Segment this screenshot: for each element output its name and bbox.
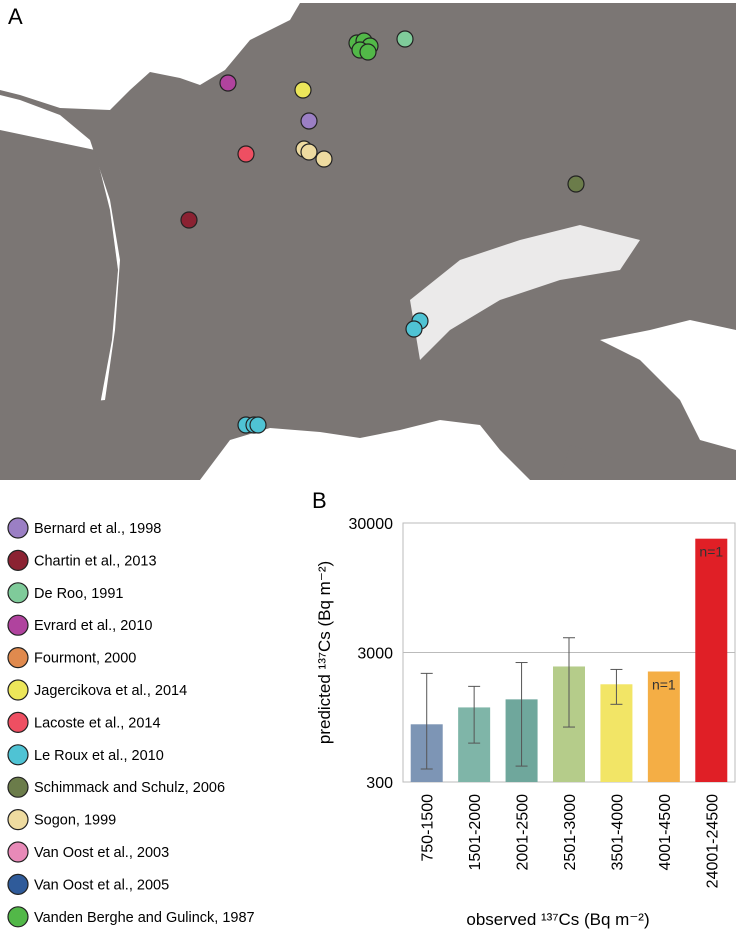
legend-label: Vanden Berghe and Gulinck, 1987	[34, 910, 255, 926]
legend-label: Fourmont, 2000	[34, 651, 136, 667]
x-tick-label: 3501-4000	[609, 794, 626, 871]
sea	[600, 320, 736, 450]
legend-label: Van Oost et al., 2003	[34, 845, 169, 861]
legend-swatch	[7, 744, 29, 766]
legend-label: De Roo, 1991	[34, 586, 123, 602]
bar	[695, 538, 728, 782]
site-marker	[237, 145, 255, 163]
site-marker	[294, 81, 312, 99]
panel-label: B	[312, 488, 327, 513]
legend-label: Sogon, 1999	[34, 813, 116, 829]
site-marker	[300, 112, 318, 130]
site-marker	[359, 43, 377, 61]
x-axis-label: observed ¹³⁷Cs (Bq m⁻²)	[466, 910, 649, 929]
legend-label: Chartin et al., 2013	[34, 553, 157, 569]
y-tick-label: 300	[366, 775, 393, 792]
legend-swatch	[7, 679, 29, 701]
x-tick-label: 24001-24500	[704, 794, 721, 888]
site-marker	[396, 30, 414, 48]
legend-label: Jagercikova et al., 2014	[34, 683, 187, 699]
x-tick-label: 4001-4500	[657, 794, 674, 871]
x-tick-label: 2501-3000	[562, 794, 579, 871]
legend-swatch	[7, 841, 29, 863]
legend-swatch	[7, 614, 29, 636]
legend-swatch	[7, 549, 29, 572]
legend-swatch	[7, 582, 29, 604]
legend-swatch	[7, 711, 29, 734]
legend-swatch	[7, 873, 29, 896]
annotation: n=1	[652, 676, 676, 692]
annotation: n=1	[699, 544, 723, 560]
alps	[410, 225, 640, 360]
x-tick-label: 1501-2000	[467, 794, 484, 871]
land	[560, 445, 660, 480]
legend-label: Lacoste et al., 2014	[34, 715, 161, 731]
map	[0, 3, 736, 480]
sea	[0, 3, 300, 110]
legend-swatch	[7, 906, 29, 928]
site-marker	[249, 416, 267, 434]
bar-chart: 300 3000 30000 predicted ¹³⁷Cs (Bq m⁻²) obse…	[315, 516, 736, 929]
legend-swatch	[7, 808, 29, 831]
x-tick-label: 750-1500	[420, 794, 437, 862]
site-marker	[567, 175, 585, 193]
y-tick-label: 30000	[349, 516, 394, 533]
x-tick-label: 2001-2500	[515, 794, 532, 871]
legend-label: Van Oost et al., 2005	[34, 877, 169, 893]
legend-label: Schimmack and Schulz, 2006	[34, 780, 225, 796]
site-marker	[315, 150, 333, 168]
y-axis-label: predicted ¹³⁷Cs (Bq m⁻²)	[315, 561, 334, 744]
legend-swatch	[7, 517, 29, 539]
legend-swatch	[7, 646, 29, 669]
legend: Bernard et al., 1998 Chartin et al., 2013…	[7, 517, 255, 928]
legend-label: Bernard et al., 1998	[34, 521, 161, 537]
legend-label: Le Roux et al., 2010	[34, 748, 164, 764]
legend-label: Evrard et al., 2010	[34, 618, 153, 634]
site-markers	[180, 30, 585, 434]
site-marker	[405, 320, 423, 338]
sea	[200, 420, 530, 480]
site-marker	[180, 211, 198, 229]
site-marker	[219, 74, 237, 92]
bar	[647, 671, 680, 782]
panel-label: A	[8, 4, 23, 29]
land	[0, 130, 118, 415]
legend-swatch	[7, 776, 29, 798]
site-marker	[300, 143, 318, 161]
y-tick-label: 3000	[357, 646, 393, 663]
